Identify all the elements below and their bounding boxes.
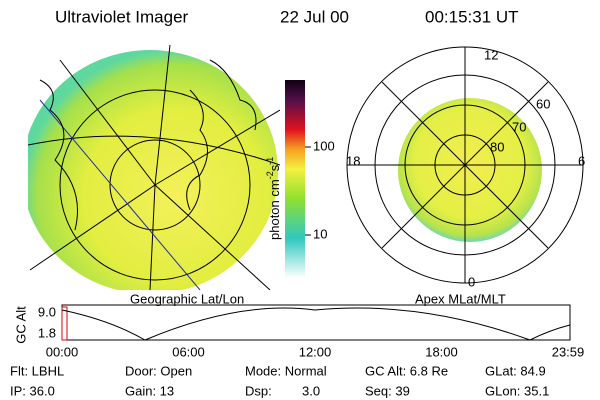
y-tick-label: 1.8 <box>38 325 56 340</box>
info-field: Mode: Normal <box>245 363 327 378</box>
mlt-label: 6 <box>578 153 585 168</box>
polar-map <box>346 46 584 284</box>
info-field: Dsp: <box>245 383 272 398</box>
mlt-label: 12 <box>484 47 498 62</box>
axis-label: GC Alt <box>13 306 28 344</box>
info-field: Gain: 13 <box>125 383 174 398</box>
info-field: Door: Open <box>125 363 192 378</box>
geographic-map <box>28 45 280 290</box>
info-field: Flt: LBHL <box>10 363 64 378</box>
colorbar <box>285 80 305 278</box>
info-field: Seq: 39 <box>365 383 410 398</box>
unit: photon cm <box>267 179 282 240</box>
info-field: 3.0 <box>302 383 320 398</box>
unit: s <box>267 164 282 171</box>
x-tick-label: 06:00 <box>172 344 205 359</box>
colorbar-tick: 100 <box>313 138 335 153</box>
x-tick-label: 18:00 <box>425 344 458 359</box>
colorbar-tick: 10 <box>313 226 327 241</box>
y-tick-label: 9.0 <box>38 304 56 319</box>
colorbar-label: photon cm-2s-1 <box>265 157 282 240</box>
info-field: GLat: 84.9 <box>485 363 546 378</box>
title: Ultraviolet Imager <box>55 7 189 26</box>
mlat-label: 80 <box>490 139 504 154</box>
mlat-label: 60 <box>536 96 550 111</box>
mlt-label: 18 <box>346 153 360 168</box>
left-map-label: Geographic Lat/Lon <box>130 291 244 306</box>
info-field: GLon: 35.1 <box>485 383 549 398</box>
altitude-plot <box>61 304 571 341</box>
exp: -1 <box>265 157 275 165</box>
date: 22 Jul 00 <box>280 7 349 26</box>
info-field: GC Alt: 6.8 Re <box>365 363 448 378</box>
x-tick-label: 23:59 <box>552 344 585 359</box>
x-tick-label: 12:00 <box>299 344 332 359</box>
time: 00:15:31 UT <box>425 7 519 26</box>
mlt-label: 0 <box>468 274 475 289</box>
info-field: IP: 36.0 <box>10 383 55 398</box>
exp: -2 <box>265 171 275 179</box>
x-tick-label: 00:00 <box>46 344 79 359</box>
mlat-label: 70 <box>512 119 526 134</box>
right-map-label: Apex MLat/MLT <box>415 291 506 306</box>
